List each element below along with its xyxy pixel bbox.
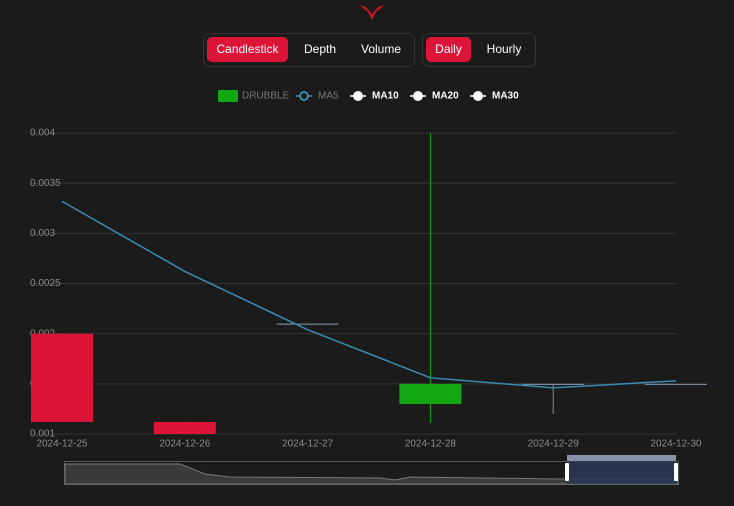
y-tick-label: 0.0025 <box>30 278 61 289</box>
tab-active <box>207 37 288 62</box>
interval-tab[interactable]: Daily <box>426 37 471 62</box>
candle-body <box>522 383 585 385</box>
zoom-window <box>567 461 676 484</box>
tab-active <box>426 37 471 62</box>
candle-body <box>153 421 216 434</box>
tab-label: Candlestick <box>216 42 279 56</box>
y-tick-label: 0.004 <box>30 128 55 139</box>
x-tick-label: 2024-12-29 <box>528 439 580 450</box>
candle-body <box>31 333 93 422</box>
x-tick-label: 2024-12-27 <box>282 439 334 450</box>
logo <box>359 5 385 20</box>
view-tab[interactable]: Depth <box>304 42 336 56</box>
zoom-bar <box>567 455 676 461</box>
legend-label: MA10 <box>372 91 399 102</box>
candle-body <box>645 383 707 385</box>
view-tab[interactable]: Volume <box>361 42 401 56</box>
zoom-handle[interactable] <box>565 463 569 481</box>
candle-body <box>399 383 462 404</box>
legend-marker <box>413 91 423 101</box>
interval-tab[interactable]: Hourly <box>487 42 522 56</box>
view-tab[interactable]: Candlestick <box>207 37 288 62</box>
candle-body <box>276 323 339 325</box>
tab-label: Daily <box>435 42 462 56</box>
tab-label: Volume <box>361 42 401 56</box>
x-tick-label: 2024-12-30 <box>650 439 702 450</box>
x-tick-label: 2024-12-28 <box>405 439 457 450</box>
x-tick-label: 2024-12-25 <box>36 439 88 450</box>
x-tick-label: 2024-12-26 <box>159 439 211 450</box>
legend[interactable]: DRUBBLE MA5 MA10 MA20 MA30 <box>218 90 519 102</box>
legend-label: DRUBBLE <box>242 91 290 102</box>
zoom-handle[interactable] <box>674 463 678 481</box>
data-zoom[interactable] <box>64 455 679 485</box>
legend-marker <box>299 91 309 101</box>
legend-label: MA5 <box>318 91 339 102</box>
ma-line <box>61 200 677 389</box>
y-tick-label: 0.003 <box>30 228 55 239</box>
tab-label: Hourly <box>487 42 522 56</box>
y-tick-label: 0.0035 <box>30 178 61 189</box>
legend-label: MA30 <box>492 91 519 102</box>
legend-marker <box>473 91 483 101</box>
legend-label: MA20 <box>432 91 459 102</box>
legend-marker <box>353 91 363 101</box>
tab-label: Depth <box>304 42 336 56</box>
y-tick-label: 0.001 <box>30 429 55 440</box>
legend-swatch <box>218 90 238 102</box>
